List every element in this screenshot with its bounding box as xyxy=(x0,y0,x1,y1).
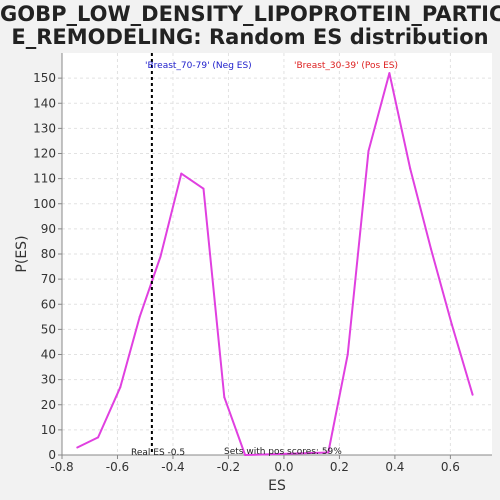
y-axis-title: P(ES) xyxy=(14,235,30,272)
y-tick-label: 10 xyxy=(41,423,56,437)
data-point xyxy=(97,436,100,439)
x-tick-label: 0.2 xyxy=(330,460,349,474)
x-tick-label: 0.0 xyxy=(274,460,293,474)
x-axis-title: ES xyxy=(268,478,286,494)
y-tick-label: 20 xyxy=(41,398,56,412)
y-tick-label: 140 xyxy=(33,96,56,110)
data-point xyxy=(138,315,141,318)
data-point xyxy=(409,167,412,170)
y-tick-label: 150 xyxy=(33,71,56,85)
y-tick-label: 120 xyxy=(33,147,56,161)
data-point xyxy=(327,451,330,454)
data-point xyxy=(346,353,349,356)
data-point xyxy=(367,149,370,152)
pos-es-label: 'Breast_30-39' (Pos ES) xyxy=(294,61,398,71)
data-point xyxy=(223,396,226,399)
data-point xyxy=(450,323,453,326)
data-point xyxy=(471,393,474,396)
data-point xyxy=(119,386,122,389)
x-tick-label: -0.4 xyxy=(161,460,184,474)
y-tick-label: 40 xyxy=(41,348,56,362)
y-tick-label: 90 xyxy=(41,222,56,236)
plot-area xyxy=(62,53,492,455)
y-tick-label: 0 xyxy=(48,448,56,462)
real-es-label: Real ES -0.5 xyxy=(131,448,185,458)
y-tick-label: 30 xyxy=(41,373,56,387)
x-tick-label: 0.6 xyxy=(441,460,460,474)
data-point xyxy=(76,446,79,449)
data-point xyxy=(180,172,183,175)
chart-title-line-1: GOBP_LOW_DENSITY_LIPOPROTEIN_PARTICL xyxy=(0,2,500,26)
y-tick-label: 50 xyxy=(41,322,56,336)
x-tick-label: -0.8 xyxy=(50,460,73,474)
data-point xyxy=(388,72,391,75)
x-tick-label: -0.6 xyxy=(106,460,129,474)
y-tick-label: 110 xyxy=(33,172,56,186)
data-point xyxy=(159,255,162,258)
pos-scores-label: Sets with pos scores: 59% xyxy=(224,447,342,457)
x-tick-label: -0.2 xyxy=(217,460,240,474)
y-tick-label: 80 xyxy=(41,247,56,261)
y-tick-label: 130 xyxy=(33,121,56,135)
neg-es-label: 'Breast_70-79' (Neg ES) xyxy=(145,61,252,71)
x-tick-label: 0.4 xyxy=(385,460,404,474)
y-tick-label: 60 xyxy=(41,297,56,311)
data-point xyxy=(202,187,205,190)
y-tick-label: 70 xyxy=(41,272,56,286)
chart-title-line-2: E_REMODELING: Random ES distribution xyxy=(11,25,489,49)
data-point xyxy=(429,247,432,250)
data-point xyxy=(244,454,247,456)
y-tick-label: 100 xyxy=(33,197,56,211)
